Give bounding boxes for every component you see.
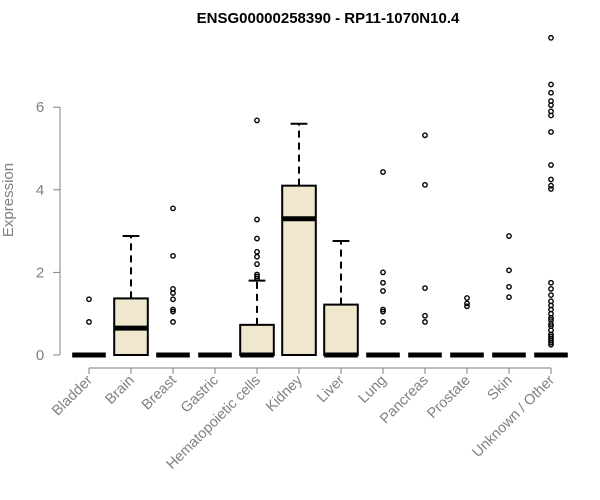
outlier-point (506, 233, 512, 239)
outlier-point (506, 267, 512, 274)
outlier-point (254, 253, 260, 260)
y-tick-label: 6 (36, 99, 44, 116)
outlier-point (170, 205, 176, 212)
x-tick-label: Bladder (49, 372, 96, 419)
y-tick-label: 4 (36, 182, 44, 199)
outlier-point (86, 319, 92, 325)
outlier-point (422, 132, 428, 139)
outlier-point (380, 288, 386, 294)
outlier-point (548, 129, 554, 135)
outlier-point (548, 112, 554, 119)
outlier-point (548, 186, 554, 192)
outlier-point (170, 319, 176, 325)
outlier-point (548, 176, 554, 183)
box-group-hematopoietic-cells (239, 117, 275, 358)
outlier-point (170, 290, 176, 296)
outlier-point (170, 252, 176, 259)
outlier-point (380, 169, 386, 175)
outlier-point (548, 341, 554, 348)
outlier-point (548, 314, 554, 321)
outlier-point (548, 279, 554, 286)
outlier-point (86, 296, 92, 303)
outlier-point (548, 162, 554, 168)
chart-title: ENSG00000258390 - RP11-1070N10.4 (197, 10, 460, 27)
x-tick-label: Skin (485, 373, 516, 404)
outlier-point (422, 319, 428, 325)
outlier-point (380, 319, 386, 325)
outlier-point (464, 295, 470, 301)
box-group-bladder (72, 296, 106, 358)
box-group-prostate (450, 295, 484, 358)
outlier-point (548, 182, 554, 189)
boxes-layer (72, 34, 568, 358)
outlier-point (380, 269, 386, 276)
box-group-liver (323, 240, 359, 358)
outlier-point (548, 321, 554, 327)
outlier-point (548, 292, 554, 299)
outlier-point (548, 102, 554, 109)
x-tick-label: Breast (139, 373, 180, 414)
x-tick-label: Brain (103, 373, 138, 408)
outlier-point (422, 285, 428, 291)
x-tick-label: Prostate (424, 373, 473, 422)
outlier-point (548, 89, 554, 96)
outlier-point (170, 306, 176, 313)
outlier-point (254, 117, 260, 124)
box-group-skin (492, 233, 526, 358)
y-axis-label: Expression (0, 163, 17, 237)
outlier-point (380, 306, 386, 313)
outlier-point (254, 273, 260, 280)
box-iqr (323, 303, 359, 356)
outlier-point (254, 235, 260, 242)
outlier-point (380, 279, 386, 286)
outlier-point (548, 339, 554, 346)
outlier-point (464, 300, 470, 307)
x-tick-label: Lung (356, 373, 390, 407)
outlier-point (170, 308, 176, 315)
box-group-brain (113, 235, 149, 356)
outlier-point (254, 216, 260, 223)
outlier-point (380, 308, 386, 315)
outlier-point (506, 283, 512, 290)
x-tick-label: Liver (314, 372, 348, 406)
outlier-point (464, 303, 470, 310)
outlier-point (548, 286, 554, 292)
outlier-point (254, 248, 260, 255)
x-tick-label: Kidney (263, 372, 306, 415)
outlier-point (548, 81, 554, 88)
outlier-point (506, 294, 512, 301)
box-group-unknown-other (534, 34, 568, 358)
box-group-breast (156, 205, 190, 358)
box-group-lung (366, 169, 400, 358)
outlier-point (422, 312, 428, 319)
box-group-kidney (281, 122, 317, 356)
outlier-point (254, 275, 260, 282)
outlier-point (422, 181, 428, 188)
y-axis: 0 2 4 6 (36, 99, 61, 364)
outlier-point (548, 34, 554, 41)
box-iqr (281, 184, 317, 356)
outlier-point (254, 261, 260, 268)
y-tick-label: 0 (36, 347, 44, 364)
box-group-pancreas (408, 132, 442, 358)
outlier-point (170, 296, 176, 303)
box-iqr (239, 323, 275, 357)
y-tick-label: 2 (36, 264, 44, 281)
